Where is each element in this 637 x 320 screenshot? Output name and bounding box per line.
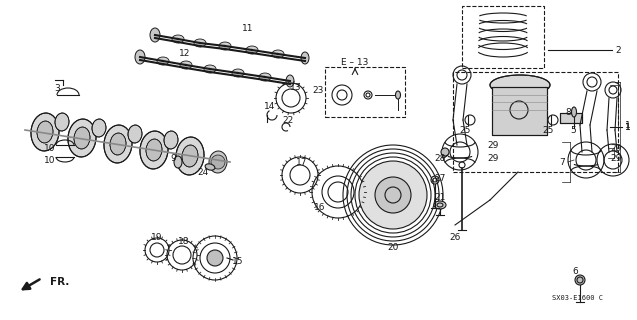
Ellipse shape: [157, 57, 169, 65]
Text: 29: 29: [487, 154, 499, 163]
Ellipse shape: [272, 50, 284, 58]
Text: 19: 19: [151, 233, 162, 242]
Text: 24: 24: [197, 167, 209, 177]
Ellipse shape: [246, 46, 258, 54]
Ellipse shape: [172, 35, 184, 43]
Text: SX03-E1600 C: SX03-E1600 C: [552, 295, 603, 301]
Text: 1: 1: [625, 121, 631, 130]
Ellipse shape: [490, 75, 550, 95]
Ellipse shape: [110, 133, 126, 155]
Circle shape: [207, 250, 223, 266]
Ellipse shape: [232, 69, 244, 77]
Text: 1: 1: [625, 123, 631, 132]
Ellipse shape: [209, 151, 227, 173]
Text: 25: 25: [542, 125, 554, 134]
Bar: [462, 6, 544, 68]
Text: 2: 2: [615, 45, 621, 54]
Ellipse shape: [150, 28, 160, 42]
Ellipse shape: [571, 107, 576, 117]
Ellipse shape: [174, 156, 182, 168]
Text: 9: 9: [170, 154, 176, 163]
Text: 23: 23: [312, 85, 324, 94]
Ellipse shape: [176, 137, 204, 175]
Text: 15: 15: [233, 258, 244, 267]
Text: 27: 27: [434, 173, 446, 182]
Circle shape: [575, 275, 585, 285]
Text: 16: 16: [314, 204, 326, 212]
Text: 14: 14: [264, 101, 276, 110]
Text: 11: 11: [242, 23, 254, 33]
Ellipse shape: [259, 73, 271, 81]
Text: 29: 29: [610, 143, 622, 153]
Ellipse shape: [204, 65, 216, 73]
Text: E – 13: E – 13: [341, 58, 369, 67]
Ellipse shape: [180, 61, 192, 69]
Text: 25: 25: [459, 125, 471, 134]
Ellipse shape: [434, 201, 446, 209]
Ellipse shape: [194, 39, 206, 47]
Ellipse shape: [219, 42, 231, 50]
Text: 12: 12: [179, 49, 190, 58]
Bar: [453, 72, 618, 172]
Bar: [325, 67, 405, 117]
Circle shape: [359, 161, 427, 229]
Text: 17: 17: [296, 157, 308, 166]
Ellipse shape: [104, 125, 132, 163]
Ellipse shape: [68, 119, 96, 157]
Text: 21: 21: [434, 194, 446, 203]
Ellipse shape: [146, 139, 162, 161]
Bar: [492, 87, 547, 135]
Ellipse shape: [301, 52, 309, 64]
Bar: [492, 87, 547, 135]
Text: 26: 26: [449, 234, 461, 243]
Text: 29: 29: [487, 140, 499, 149]
Text: 7: 7: [559, 157, 565, 166]
Text: 29: 29: [610, 154, 622, 163]
Ellipse shape: [182, 145, 198, 167]
Circle shape: [211, 155, 225, 169]
Circle shape: [441, 148, 449, 156]
Text: 10: 10: [44, 156, 56, 164]
Text: 18: 18: [178, 237, 190, 246]
Ellipse shape: [396, 91, 401, 99]
Text: FR.: FR.: [50, 277, 69, 287]
Ellipse shape: [128, 125, 142, 143]
Ellipse shape: [140, 131, 168, 169]
Text: 10: 10: [44, 143, 56, 153]
Text: 1: 1: [625, 123, 631, 132]
Text: 20: 20: [387, 244, 399, 252]
Text: 28: 28: [434, 154, 446, 163]
Circle shape: [375, 177, 411, 213]
Bar: [560, 113, 582, 123]
Text: 6: 6: [572, 268, 578, 276]
Ellipse shape: [205, 164, 215, 170]
Ellipse shape: [135, 50, 145, 64]
Text: 3: 3: [54, 84, 60, 92]
Text: 22: 22: [282, 116, 294, 124]
Ellipse shape: [74, 127, 90, 149]
Text: 8: 8: [565, 108, 571, 116]
Bar: [560, 113, 582, 123]
Ellipse shape: [55, 113, 69, 131]
Ellipse shape: [37, 121, 53, 143]
Text: 5: 5: [570, 125, 576, 134]
Ellipse shape: [92, 119, 106, 137]
Ellipse shape: [286, 75, 294, 87]
Ellipse shape: [164, 131, 178, 149]
Ellipse shape: [31, 113, 59, 151]
Text: 13: 13: [290, 83, 302, 92]
